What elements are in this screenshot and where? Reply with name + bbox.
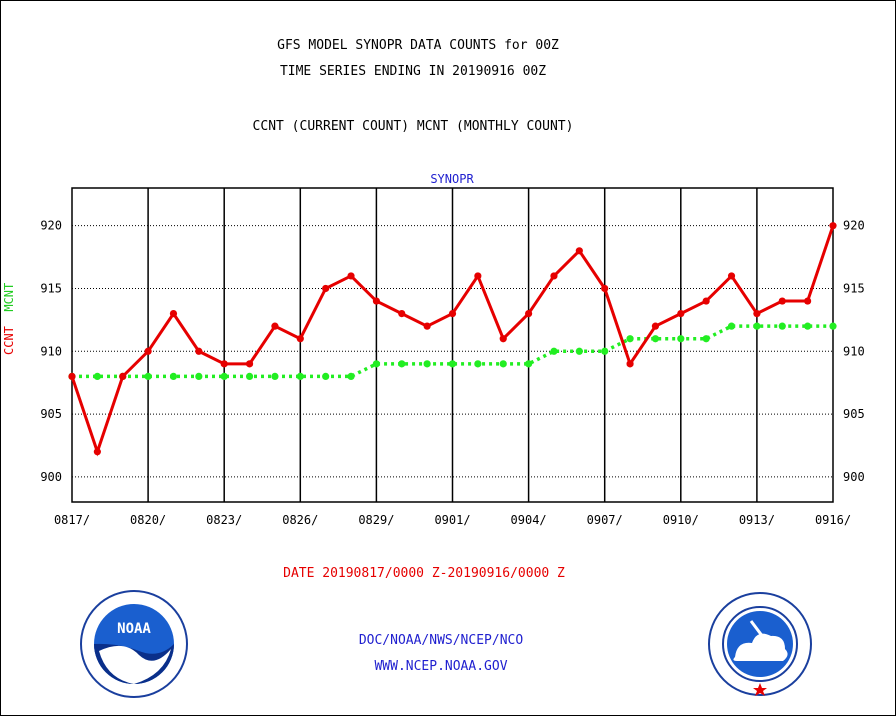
data-point-mcnt (94, 373, 101, 380)
y-tick-label-left: 915 (40, 281, 62, 295)
data-point-ccnt (753, 310, 760, 317)
x-tick-label: 0817/ (54, 513, 90, 527)
data-point-ccnt (500, 335, 507, 342)
y-tick-label-right: 905 (843, 407, 865, 421)
data-point-mcnt (424, 360, 431, 367)
data-point-mcnt (779, 323, 786, 330)
data-point-mcnt (753, 323, 760, 330)
data-point-mcnt (804, 323, 811, 330)
data-point-mcnt (271, 373, 278, 380)
data-point-ccnt (703, 297, 710, 304)
data-point-ccnt (221, 360, 228, 367)
data-point-mcnt (525, 360, 532, 367)
x-tick-label: 0823/ (206, 513, 242, 527)
data-point-ccnt (398, 310, 405, 317)
x-tick-label: 0901/ (434, 513, 470, 527)
data-point-ccnt (271, 323, 278, 330)
x-tick-label: 0913/ (739, 513, 775, 527)
x-tick-label: 0826/ (282, 513, 318, 527)
nws-logo (707, 591, 813, 697)
data-point-ccnt (347, 272, 354, 279)
data-point-ccnt (677, 310, 684, 317)
data-point-ccnt (373, 297, 380, 304)
y-tick-label-left: 900 (40, 470, 62, 484)
data-point-mcnt (677, 335, 684, 342)
data-point-ccnt (652, 323, 659, 330)
data-point-mcnt (703, 335, 710, 342)
noaa-logo: NOAA (79, 589, 189, 699)
data-point-mcnt (145, 373, 152, 380)
data-point-mcnt (373, 360, 380, 367)
x-tick-label: 0916/ (815, 513, 851, 527)
data-point-mcnt (195, 373, 202, 380)
data-point-mcnt (500, 360, 507, 367)
data-point-ccnt (779, 297, 786, 304)
data-point-ccnt (94, 448, 101, 455)
y-tick-label-right: 900 (843, 470, 865, 484)
x-tick-label: 0829/ (358, 513, 394, 527)
x-tick-label: 0904/ (511, 513, 547, 527)
data-point-ccnt (626, 360, 633, 367)
data-point-mcnt (322, 373, 329, 380)
y-tick-label-left: 905 (40, 407, 62, 421)
data-point-ccnt (829, 222, 836, 229)
data-point-mcnt (297, 373, 304, 380)
y-tick-label-left: 920 (40, 219, 62, 233)
data-point-ccnt (145, 348, 152, 355)
data-point-mcnt (246, 373, 253, 380)
data-point-ccnt (68, 373, 75, 380)
data-point-ccnt (246, 360, 253, 367)
data-point-ccnt (297, 335, 304, 342)
y-tick-label-right: 915 (843, 281, 865, 295)
data-point-mcnt (550, 348, 557, 355)
data-point-mcnt (601, 348, 608, 355)
data-point-mcnt (170, 373, 177, 380)
y-tick-label-right: 920 (843, 219, 865, 233)
data-point-mcnt (728, 323, 735, 330)
data-point-mcnt (221, 373, 228, 380)
x-tick-label: 0910/ (663, 513, 699, 527)
y-tick-label-right: 910 (843, 344, 865, 358)
data-point-ccnt (728, 272, 735, 279)
data-point-ccnt (550, 272, 557, 279)
x-tick-label: 0907/ (587, 513, 623, 527)
data-point-ccnt (804, 297, 811, 304)
data-point-mcnt (398, 360, 405, 367)
footer-org-text: DOC/NOAA/NWS/NCEP/NCO (359, 633, 523, 648)
footer-url-link[interactable]: WWW.NCEP.NOAA.GOV (374, 659, 507, 674)
data-point-ccnt (322, 285, 329, 292)
x-tick-label: 0820/ (130, 513, 166, 527)
data-point-ccnt (170, 310, 177, 317)
data-point-ccnt (424, 323, 431, 330)
data-point-mcnt (626, 335, 633, 342)
data-point-mcnt (829, 323, 836, 330)
svg-text:NOAA: NOAA (117, 621, 151, 637)
data-point-mcnt (576, 348, 583, 355)
data-point-ccnt (525, 310, 532, 317)
y-tick-label-left: 910 (40, 344, 62, 358)
data-point-ccnt (474, 272, 481, 279)
data-point-mcnt (449, 360, 456, 367)
date-range-label: DATE 20190817/0000 Z-20190916/0000 Z (283, 566, 565, 581)
data-point-mcnt (652, 335, 659, 342)
data-point-ccnt (601, 285, 608, 292)
data-point-ccnt (119, 373, 126, 380)
data-point-ccnt (195, 348, 202, 355)
data-point-mcnt (347, 373, 354, 380)
data-point-ccnt (576, 247, 583, 254)
data-point-mcnt (474, 360, 481, 367)
data-point-ccnt (449, 310, 456, 317)
